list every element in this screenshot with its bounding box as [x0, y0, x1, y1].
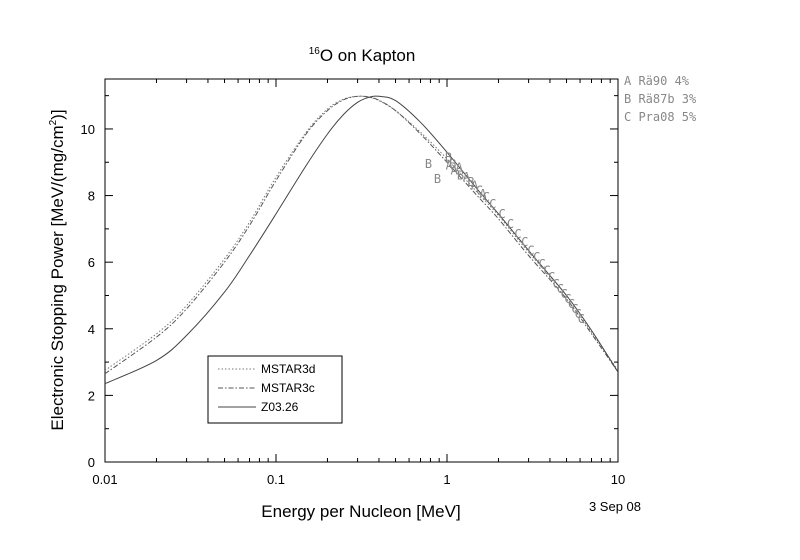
legend-box: [207, 355, 343, 424]
data-point-a: A: [471, 179, 479, 193]
data-point-c: C: [575, 307, 582, 321]
data-point-b: B: [467, 175, 474, 189]
data-point-a: A: [463, 170, 471, 184]
data-point-c: C: [498, 207, 505, 221]
legend: MSTAR3d MSTAR3c Z03.26: [207, 355, 343, 424]
reference-list: A Rä90 4% B Rä87b 3% C Pra08 5%: [624, 74, 697, 124]
y-axis-label-tail: )]: [48, 109, 67, 119]
y-tick-label: 4: [88, 322, 95, 337]
reference-entry: A Rä90 4%: [624, 74, 690, 88]
y-axis-label: Electronic Stopping Power [MeV/(mg/cm2)]: [48, 109, 67, 430]
chart-title: 16O on Kapton: [309, 46, 416, 65]
data-point-b: B: [457, 169, 464, 183]
data-point-c: C: [514, 227, 521, 241]
y-tick-label: 8: [88, 189, 95, 204]
data-point-c: C: [578, 312, 585, 326]
y-tick-label: 6: [88, 255, 95, 270]
data-point-a: A: [450, 164, 458, 178]
y-axis-label-superscript: 2: [48, 119, 59, 125]
title-superscript: 16: [309, 46, 321, 57]
data-point-c: C: [476, 184, 483, 198]
data-point-a: A: [446, 159, 454, 173]
data-point-b: B: [445, 150, 452, 164]
data-point-c: C: [543, 264, 550, 278]
series-line-mstar3c: [104, 95, 619, 375]
legend-label: MSTAR3c: [261, 381, 315, 395]
legend-label: Z03.26: [261, 400, 299, 414]
data-point-c: C: [527, 244, 534, 258]
x-tick-label: 1: [443, 472, 450, 487]
legend-label: MSTAR3d: [261, 362, 315, 376]
data-point-c: C: [483, 190, 490, 204]
data-point-c: C: [539, 257, 546, 271]
data-point-c: C: [561, 287, 568, 301]
plot-frame: [104, 78, 619, 463]
axes: 0.01 0.1 1 10 0 2 4 6 8 10: [81, 79, 625, 487]
data-point-c: C: [557, 282, 564, 296]
data-point-b: B: [449, 157, 456, 171]
data-point-b: B: [425, 157, 432, 171]
y-axis-label-main: Electronic Stopping Power [MeV/(mg/cm: [48, 125, 67, 430]
x-tick-label: 0.01: [92, 472, 117, 487]
data-point-a: A: [456, 160, 464, 174]
data-point-c: C: [489, 197, 496, 211]
data-point-c: C: [564, 292, 571, 306]
data-point-c: C: [521, 235, 528, 249]
reference-entry: B Rä87b 3%: [624, 92, 697, 106]
series-line-mstar3d: [104, 95, 619, 371]
data-point-a: A: [479, 187, 487, 201]
series-line-z03-26: [104, 95, 619, 385]
series-group: [104, 95, 619, 385]
reference-entry: C Pra08 5%: [624, 110, 697, 124]
x-tick-label: 10: [611, 472, 625, 487]
y-tick-label: 10: [81, 122, 95, 137]
title-text: O on Kapton: [320, 46, 415, 65]
data-point-c: C: [548, 270, 555, 284]
data-point-b: B: [434, 172, 441, 186]
data-point-c: C: [553, 277, 560, 291]
data-point-c: C: [533, 250, 540, 264]
data-point-c: C: [568, 297, 575, 311]
x-tick-label: 0.1: [267, 472, 285, 487]
data-point-c: C: [507, 217, 514, 231]
y-tick-label: 0: [88, 455, 95, 470]
date-stamp: 3 Sep 08: [589, 499, 641, 514]
y-tick-label: 2: [88, 388, 95, 403]
x-axis-label: Energy per Nucleon [MeV]: [261, 502, 460, 521]
data-point-c: C: [571, 302, 578, 316]
